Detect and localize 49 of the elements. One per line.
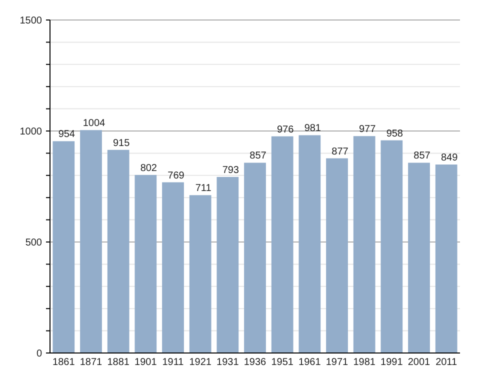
- x-tick-label: 1871: [80, 357, 103, 368]
- x-tick-label: 1931: [216, 357, 240, 368]
- x-tick-label: 1911: [162, 357, 184, 368]
- bar: [353, 136, 376, 353]
- x-tick-label: 2011: [436, 357, 458, 368]
- x-tick-label: 1936: [244, 357, 267, 368]
- bar: [80, 130, 102, 353]
- bar: [216, 176, 239, 353]
- bar: [107, 150, 130, 353]
- x-tick-label: 1961: [298, 357, 322, 368]
- data-label: 1004: [82, 118, 106, 130]
- data-label: 915: [112, 138, 130, 149]
- y-tick-label: 500: [25, 238, 42, 248]
- x-tick-label: 1901: [134, 357, 158, 368]
- data-label: 976: [276, 124, 294, 136]
- data-label: 877: [332, 146, 349, 158]
- x-tick-label: 1921: [189, 357, 212, 368]
- data-label: 958: [386, 128, 404, 140]
- bar: [134, 174, 157, 353]
- y-tick-label: 1000: [20, 126, 42, 138]
- bar: [435, 164, 458, 353]
- bar: [408, 162, 430, 353]
- data-label: 849: [440, 152, 458, 164]
- x-tick-label: 1981: [353, 357, 376, 368]
- data-label: 857: [414, 150, 431, 162]
- bar: [380, 140, 403, 353]
- x-tick-label: 1881: [107, 357, 130, 368]
- bar: [162, 182, 184, 353]
- data-label: 977: [358, 124, 376, 136]
- data-label: 857: [250, 150, 267, 162]
- x-tick-label: 1951: [271, 357, 294, 368]
- data-label: 769: [168, 170, 185, 182]
- bar: [298, 135, 321, 353]
- data-label: 793: [222, 164, 240, 176]
- bar: [326, 158, 348, 353]
- bar: [271, 136, 294, 353]
- bar: [189, 195, 212, 353]
- x-tick-label: 1971: [326, 357, 349, 368]
- x-tick-label: 2001: [408, 357, 431, 368]
- y-tick-label: 1500: [20, 16, 42, 26]
- x-tick-label: 1861: [52, 357, 76, 368]
- y-tick-label: 0: [36, 348, 42, 360]
- data-label: 711: [195, 183, 212, 194]
- data-label: 954: [58, 129, 76, 140]
- bar: [244, 162, 266, 353]
- x-tick-label: 1991: [380, 357, 404, 368]
- bar: [52, 141, 75, 353]
- data-label: 802: [140, 162, 158, 174]
- data-label: 981: [304, 123, 322, 134]
